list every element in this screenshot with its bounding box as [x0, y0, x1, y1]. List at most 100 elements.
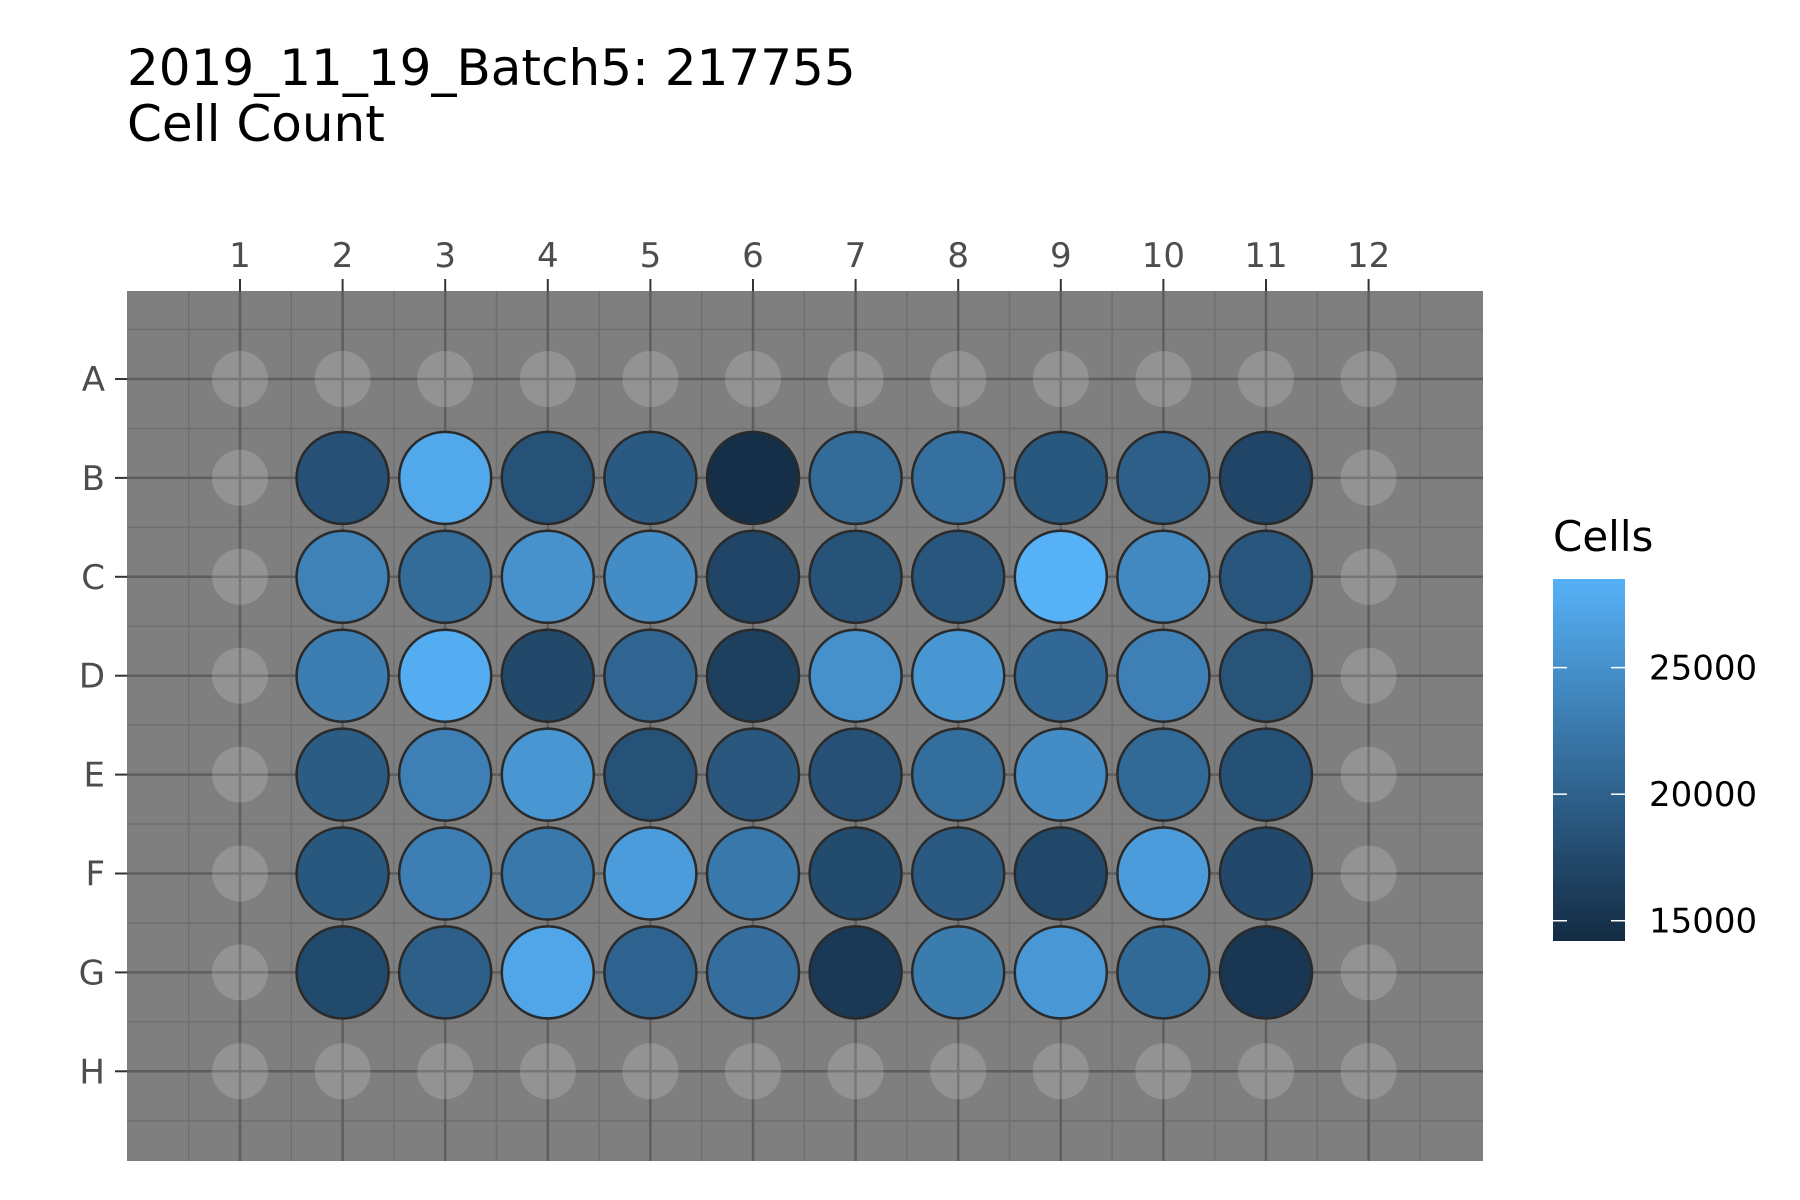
legend-ticks: 15000 20000 25000: [1553, 649, 1757, 942]
well: [1218, 628, 1314, 723]
empty-well: [1340, 548, 1397, 605]
empty-well: [827, 1043, 884, 1100]
empty-well: [417, 351, 474, 407]
empty-well: [212, 351, 268, 407]
well: [500, 826, 596, 921]
well: [1116, 430, 1211, 526]
column-label: 12: [1347, 236, 1390, 276]
empty-well: [930, 1043, 987, 1100]
column-axis: 1 2 3 4 5 6 7 8 9 10 11 12: [229, 236, 1390, 291]
row-axis: A B C D E F G H: [79, 360, 127, 1092]
column-label: 10: [1142, 236, 1185, 276]
well: [603, 727, 698, 822]
empty-well: [1340, 1043, 1397, 1100]
well: [1013, 430, 1109, 526]
legend-tick-label: 20000: [1649, 775, 1757, 815]
well: [910, 826, 1006, 921]
empty-well: [417, 1043, 474, 1100]
column-label: 9: [1050, 236, 1072, 276]
row-label: C: [81, 558, 105, 598]
well: [910, 529, 1006, 625]
well: [397, 925, 493, 1020]
row-label: G: [79, 953, 105, 993]
well: [705, 727, 801, 822]
well: [295, 430, 390, 526]
empty-well: [1340, 944, 1397, 1001]
row-label: B: [82, 459, 105, 499]
well: [397, 628, 493, 723]
row-label: A: [82, 360, 105, 400]
well: [603, 826, 698, 921]
well: [1013, 925, 1109, 1020]
column-label: 6: [742, 236, 764, 276]
well: [397, 826, 493, 921]
well: [910, 628, 1006, 723]
empty-well: [827, 351, 884, 407]
well: [808, 727, 903, 822]
empty-well: [519, 1043, 576, 1100]
well: [603, 925, 698, 1020]
well: [1116, 727, 1211, 822]
legend-colorbar: [1553, 579, 1625, 941]
well: [500, 727, 596, 822]
empty-well: [212, 548, 268, 605]
well: [910, 925, 1006, 1020]
well: [808, 826, 903, 921]
empty-well: [212, 647, 268, 704]
column-label: 3: [434, 236, 456, 276]
well: [397, 529, 493, 625]
row-label: F: [85, 855, 105, 895]
well: [1116, 925, 1211, 1020]
empty-well: [212, 1043, 268, 1100]
empty-well: [314, 351, 371, 407]
well: [910, 430, 1006, 526]
well: [705, 628, 801, 723]
empty-well: [930, 351, 987, 407]
column-label: 5: [640, 236, 662, 276]
well: [603, 529, 698, 625]
legend-title: Cells: [1553, 512, 1653, 561]
well: [705, 529, 801, 625]
legend-tick-label: 15000: [1649, 902, 1757, 942]
empty-well: [212, 845, 268, 902]
empty-well: [1238, 351, 1294, 407]
empty-well: [1135, 351, 1192, 407]
well: [808, 529, 903, 625]
empty-well: [725, 351, 781, 407]
well: [705, 925, 801, 1020]
well: [1218, 430, 1314, 526]
column-label: 2: [332, 236, 354, 276]
well: [603, 430, 698, 526]
empty-well: [1032, 351, 1089, 407]
well: [1013, 826, 1109, 921]
empty-well: [1032, 1043, 1089, 1100]
title-line-1: 2019_11_19_Batch5: 217755: [127, 39, 856, 97]
chart-title: 2019_11_19_Batch5: 217755 Cell Count: [127, 40, 856, 152]
empty-well: [622, 351, 679, 407]
well: [295, 628, 390, 723]
well: [1218, 529, 1314, 625]
minor-grid: [127, 291, 1483, 1161]
well: [808, 628, 903, 723]
column-label: 11: [1244, 236, 1287, 276]
well: [808, 430, 903, 526]
well: [705, 430, 801, 526]
well: [1218, 826, 1314, 921]
well: [500, 925, 596, 1020]
well: [1218, 925, 1314, 1020]
well: [808, 925, 903, 1020]
well: [500, 430, 596, 526]
well: [1116, 826, 1211, 921]
well: [1116, 628, 1211, 723]
empty-well: [314, 1043, 371, 1100]
well: [295, 925, 390, 1020]
well: [295, 826, 390, 921]
empty-well: [1238, 1043, 1294, 1100]
well: [1013, 628, 1109, 723]
empty-well: [725, 1043, 781, 1100]
well: [397, 727, 493, 822]
wells: [212, 351, 1397, 1100]
row-label: E: [84, 756, 105, 796]
empty-well: [519, 351, 576, 407]
